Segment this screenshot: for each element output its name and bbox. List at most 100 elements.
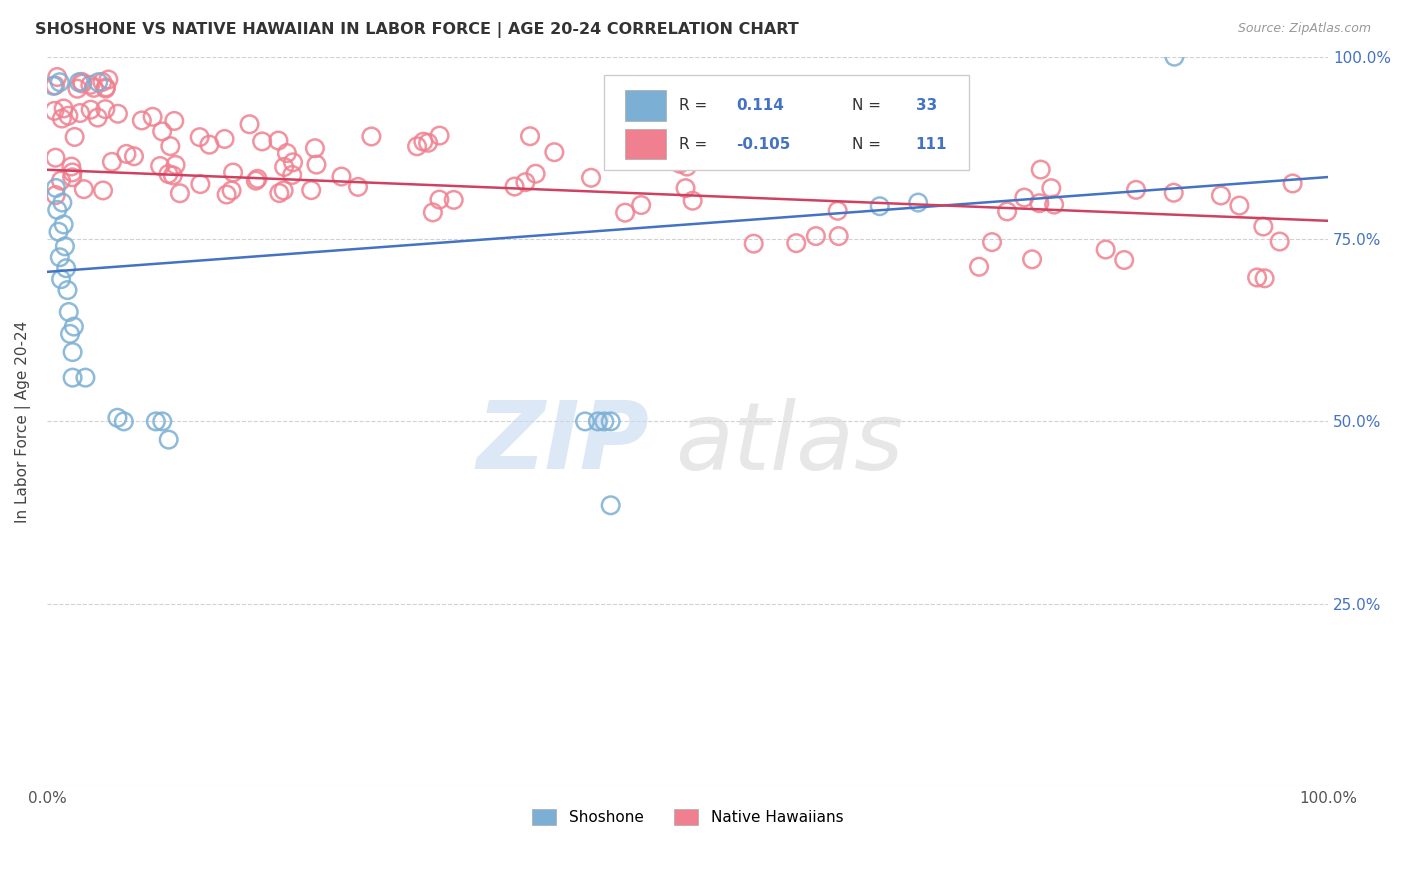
Point [347, 180, 370, 194]
Point [79, 103, 101, 117]
Point [503, 179, 526, 194]
Point [142, 110, 165, 124]
Point [669, 157, 692, 171]
Point [44, 78, 66, 93]
Point [1227, 198, 1250, 212]
Point [107, 107, 129, 121]
Point [524, 167, 547, 181]
Point [44, 151, 66, 165]
Point [1029, 162, 1052, 177]
Point [46, 202, 69, 217]
Point [221, 184, 243, 198]
Point [49, 75, 72, 89]
Point [995, 204, 1018, 219]
Point [630, 198, 652, 212]
Point [1040, 181, 1063, 195]
Point [58, 109, 80, 123]
Point [169, 186, 191, 201]
Point [46, 70, 69, 84]
Point [66, 81, 89, 95]
Point [107, 410, 129, 425]
Point [56, 283, 79, 297]
Text: ZIP: ZIP [477, 397, 650, 490]
Text: 0.114: 0.114 [737, 98, 785, 112]
Text: 33: 33 [915, 98, 936, 112]
Point [443, 193, 465, 207]
Point [1094, 243, 1116, 257]
Point [304, 141, 326, 155]
Point [222, 165, 245, 179]
Point [162, 169, 184, 183]
Point [52, 218, 75, 232]
Point [416, 136, 439, 150]
Point [150, 414, 173, 428]
Point [647, 139, 669, 153]
Point [86, 111, 108, 125]
Point [112, 414, 135, 428]
Point [62, 345, 84, 359]
Point [1125, 183, 1147, 197]
Point [215, 187, 238, 202]
Point [91, 183, 114, 197]
Point [676, 160, 699, 174]
Point [94, 80, 117, 95]
Point [543, 145, 565, 160]
Point [72, 77, 94, 91]
Point [1014, 190, 1036, 204]
Point [682, 194, 704, 208]
Point [145, 414, 167, 428]
Point [122, 149, 145, 163]
Point [159, 139, 181, 153]
Point [574, 414, 596, 428]
Point [51, 112, 73, 126]
Point [62, 370, 84, 384]
Point [579, 170, 602, 185]
Point [83, 81, 105, 95]
Point [599, 414, 621, 428]
Point [165, 158, 187, 172]
Point [49, 173, 72, 187]
Point [91, 75, 114, 89]
Point [1268, 235, 1291, 249]
Point [45, 181, 67, 195]
Point [48, 225, 70, 239]
Point [1021, 252, 1043, 267]
Point [1253, 219, 1275, 234]
Point [981, 235, 1004, 249]
Point [515, 175, 537, 189]
Point [869, 199, 891, 213]
Point [75, 370, 97, 384]
Point [51, 195, 73, 210]
Point [412, 135, 434, 149]
Point [157, 433, 180, 447]
FancyBboxPatch shape [605, 75, 969, 169]
Point [246, 171, 269, 186]
Text: R =: R = [679, 98, 707, 112]
Point [593, 414, 616, 428]
Point [967, 260, 990, 274]
Point [429, 193, 451, 207]
Point [101, 154, 124, 169]
Point [1114, 252, 1136, 267]
Point [742, 236, 765, 251]
Point [163, 114, 186, 128]
Point [49, 272, 72, 286]
Point [330, 169, 353, 184]
Point [519, 129, 541, 144]
Point [52, 102, 75, 116]
Point [157, 167, 180, 181]
Text: 111: 111 [915, 136, 948, 152]
Legend: Shoshone, Native Hawaiians: Shoshone, Native Hawaiians [526, 803, 849, 831]
Point [273, 160, 295, 174]
Point [94, 81, 117, 95]
Point [1246, 270, 1268, 285]
Bar [624, 128, 666, 160]
Point [1163, 186, 1185, 200]
Point [299, 183, 322, 197]
Point [69, 106, 91, 120]
Point [273, 183, 295, 197]
Point [276, 146, 298, 161]
Point [614, 205, 637, 219]
Point [62, 165, 84, 179]
Point [269, 186, 291, 200]
